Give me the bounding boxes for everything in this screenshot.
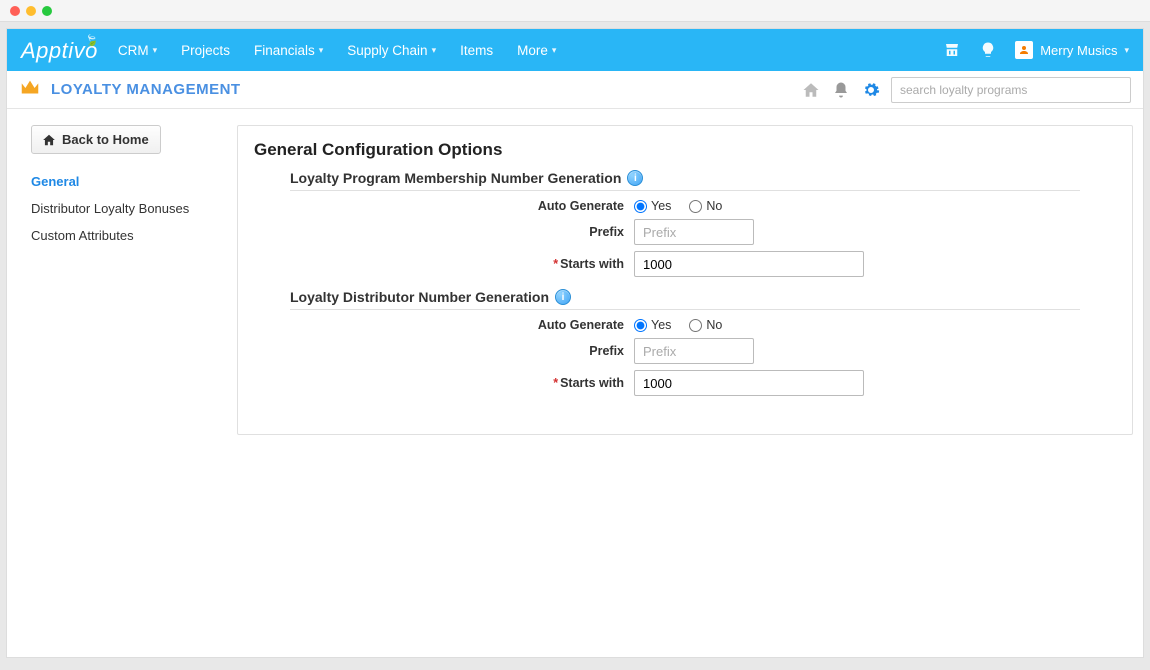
section-title-distributor: Loyalty Distributor Number Generation i — [290, 289, 1116, 305]
auto-generate-no[interactable]: No — [689, 199, 722, 213]
avatar — [1015, 41, 1033, 59]
crown-icon — [19, 77, 41, 102]
auto-generate-label: Auto Generate — [454, 199, 634, 213]
chevron-down-icon: ▾ — [1124, 45, 1129, 56]
subheader: LOYALTY MANAGEMENT — [7, 71, 1143, 109]
chevron-down-icon: ▾ — [153, 45, 158, 56]
leaf-icon: 🍃 — [84, 33, 100, 48]
info-icon[interactable]: i — [627, 170, 643, 186]
prefix-label: Prefix — [454, 344, 634, 358]
browser-chrome — [0, 0, 1150, 22]
sidebar-item-distributor-loyalty-bonuses[interactable]: Distributor Loyalty Bonuses — [31, 195, 221, 222]
auto-generate-no[interactable]: No — [689, 318, 722, 332]
top-nav: 🍃 Apptivo CRM▾ Projects Financials▾ Supply … — [7, 29, 1143, 71]
page-title: LOYALTY MANAGEMENT — [51, 81, 241, 98]
panel-title: General Configuration Options — [254, 140, 1116, 160]
nav-items: CRM▾ Projects Financials▾ Supply Chain▾ Item… — [118, 43, 557, 58]
starts-with-input[interactable] — [634, 370, 864, 396]
auto-generate-label: Auto Generate — [454, 318, 634, 332]
app-frame: 🍃 Apptivo CRM▾ Projects Financials▾ Supply … — [6, 28, 1144, 658]
chevron-down-icon: ▾ — [552, 45, 557, 56]
info-icon[interactable]: i — [555, 289, 571, 305]
nav-item-items[interactable]: Items — [460, 43, 493, 58]
window-close[interactable] — [10, 6, 20, 16]
section-title-membership: Loyalty Program Membership Number Genera… — [290, 170, 1116, 186]
starts-with-input[interactable] — [634, 251, 864, 277]
home-icon[interactable] — [801, 80, 821, 100]
gear-icon[interactable] — [861, 80, 881, 100]
nav-item-more[interactable]: More▾ — [517, 43, 556, 58]
store-icon[interactable] — [943, 41, 961, 59]
nav-item-financials[interactable]: Financials▾ — [254, 43, 323, 58]
auto-generate-yes[interactable]: Yes — [634, 199, 671, 213]
user-menu[interactable]: Merry Musics ▾ — [1015, 41, 1129, 59]
nav-item-projects[interactable]: Projects — [181, 43, 230, 58]
back-to-home-label: Back to Home — [62, 132, 149, 147]
nav-item-crm[interactable]: CRM▾ — [118, 43, 157, 58]
window-minimize[interactable] — [26, 6, 36, 16]
prefix-label: Prefix — [454, 225, 634, 239]
help-icon[interactable] — [979, 41, 997, 59]
home-icon — [42, 133, 56, 147]
nav-item-supply-chain[interactable]: Supply Chain▾ — [347, 43, 436, 58]
logo: 🍃 Apptivo — [21, 36, 98, 64]
window-maximize[interactable] — [42, 6, 52, 16]
chevron-down-icon: ▾ — [432, 45, 437, 56]
starts-with-label: *Starts with — [454, 376, 634, 390]
radio-yes[interactable] — [634, 319, 647, 332]
chevron-down-icon: ▾ — [319, 45, 324, 56]
prefix-input[interactable] — [634, 219, 754, 245]
main-panel: General Configuration Options Loyalty Pr… — [237, 125, 1133, 435]
radio-no[interactable] — [689, 319, 702, 332]
back-to-home-button[interactable]: Back to Home — [31, 125, 161, 154]
user-name: Merry Musics — [1040, 43, 1117, 58]
sidebar-item-general[interactable]: General — [31, 168, 221, 195]
sidebar: Back to Home GeneralDistributor Loyalty … — [31, 125, 221, 657]
bell-icon[interactable] — [831, 80, 851, 100]
radio-no[interactable] — [689, 200, 702, 213]
sidebar-item-custom-attributes[interactable]: Custom Attributes — [31, 222, 221, 249]
search-input[interactable] — [891, 77, 1131, 103]
starts-with-label: *Starts with — [454, 257, 634, 271]
radio-yes[interactable] — [634, 200, 647, 213]
prefix-input[interactable] — [634, 338, 754, 364]
auto-generate-yes[interactable]: Yes — [634, 318, 671, 332]
